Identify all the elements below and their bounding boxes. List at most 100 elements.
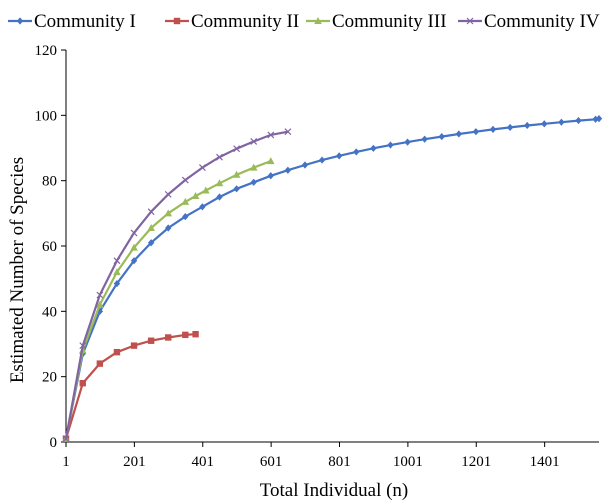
x-marker-stroke (466, 17, 474, 25)
diamond-marker (318, 156, 326, 164)
y-tick-label: 40 (42, 304, 57, 320)
diamond-marker (353, 148, 360, 156)
triangle-marker (181, 197, 190, 205)
x-tick-label: 1 (62, 454, 70, 470)
diamond-marker (541, 120, 548, 128)
x-marker (79, 342, 87, 350)
diamond-marker (130, 257, 138, 265)
diamond-marker (147, 239, 155, 247)
diamond-marker (575, 116, 582, 125)
diamond-marker (387, 141, 394, 149)
x-marker-stroke (147, 208, 155, 216)
square-marker (165, 334, 172, 341)
triangle-marker (314, 17, 322, 24)
y-tick-label: 100 (35, 108, 58, 124)
square-marker (182, 331, 189, 339)
triangle-marker (249, 163, 258, 171)
square-marker (96, 360, 104, 367)
diamond-marker (489, 125, 497, 133)
series-community-i (62, 115, 603, 443)
x-tick-label: 601 (260, 454, 283, 470)
triangle-marker (232, 170, 241, 178)
x-marker (284, 128, 292, 136)
x-marker (130, 229, 138, 237)
diamond-marker (472, 128, 480, 136)
x-marker (113, 257, 121, 265)
x-marker-stroke (96, 291, 104, 299)
diamond-marker (592, 115, 599, 123)
diamond-marker (96, 307, 104, 315)
series-line (64, 160, 272, 439)
diamond-marker (250, 178, 257, 186)
diamond-marker (267, 172, 274, 180)
diamond-marker (370, 144, 377, 152)
y-axis-ticks: 0 20 40 60 80 100 120 (35, 43, 66, 451)
x-marker (216, 153, 223, 161)
y-tick-label: 60 (42, 239, 57, 255)
legend-item: Community I (8, 11, 136, 32)
series-community-iv (62, 128, 292, 443)
x-marker-stroke (130, 229, 138, 237)
x-marker-stroke (267, 131, 275, 139)
series-line (64, 117, 600, 439)
x-axis-title: Total Individual (n) (260, 480, 409, 501)
x-tick-label: 201 (123, 454, 146, 470)
triangle-marker (202, 186, 210, 194)
x-marker-stroke (181, 176, 189, 184)
triangle-marker (266, 157, 275, 165)
legend: Community I Community II Community III Comm… (8, 11, 600, 32)
x-marker-stroke (164, 190, 172, 198)
diamond-marker (404, 138, 411, 146)
x-marker-stroke (284, 128, 292, 136)
x-marker (164, 190, 172, 198)
x-tick-label: 1401 (530, 454, 560, 470)
diamond-marker (335, 152, 343, 160)
square-marker (147, 337, 155, 344)
legend-label: Community II (191, 11, 299, 32)
x-marker-stroke (62, 435, 70, 443)
triangle-marker (191, 192, 200, 200)
x-tick-label: 1001 (393, 454, 423, 470)
diamond-marker (113, 279, 121, 288)
x-marker (198, 164, 206, 172)
diamond-marker (165, 224, 172, 232)
x-marker-stroke (233, 145, 241, 153)
legend-label: Community I (34, 11, 136, 32)
diamond-marker (301, 161, 309, 169)
series-layer (62, 115, 603, 443)
x-marker (181, 176, 189, 184)
series-community-iii (62, 157, 275, 442)
x-marker-stroke (198, 164, 206, 172)
diamond-marker (506, 123, 514, 132)
x-marker (96, 291, 104, 299)
x-tick-label: 401 (192, 454, 215, 470)
diamond-marker (182, 213, 189, 221)
diamond-marker (524, 121, 531, 130)
diamond-marker (421, 135, 428, 143)
y-axis-title: Estimated Number of Species (7, 157, 28, 383)
series-line (64, 130, 289, 439)
square-marker (192, 331, 199, 338)
diamond-marker (284, 166, 292, 174)
square-marker (130, 342, 138, 349)
diamond-marker (455, 130, 463, 138)
y-tick-label: 0 (50, 435, 58, 451)
y-tick-label: 20 (42, 370, 57, 386)
x-marker (147, 208, 155, 216)
x-axis-ticks: 1 201 401 601 801 1001 1201 1401 (62, 442, 560, 470)
x-marker (250, 138, 258, 145)
x-tick-label: 801 (328, 454, 351, 470)
x-marker (466, 17, 474, 25)
legend-item: Community IV (458, 11, 600, 32)
y-tick-label: 120 (35, 43, 58, 59)
diamond-marker (438, 132, 445, 141)
triangle-marker (130, 243, 138, 251)
square-marker (173, 17, 181, 25)
diamond-marker (595, 115, 603, 123)
legend-item: Community III (306, 11, 447, 32)
square-marker (79, 380, 86, 387)
triangle-marker (96, 300, 104, 308)
legend-item: Community II (165, 11, 299, 32)
diamond-marker (233, 185, 240, 193)
